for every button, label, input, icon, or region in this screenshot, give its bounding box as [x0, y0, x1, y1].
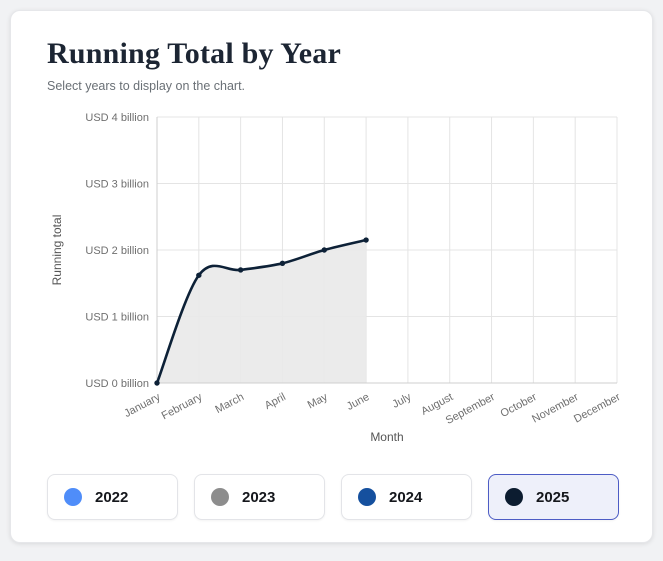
running-total-chart: USD 0 billion USD 1 billion USD 2 billion U… [50, 112, 623, 444]
year-toggle-2022[interactable]: 2022 [47, 474, 178, 520]
page-title: Running Total by Year [47, 37, 342, 70]
svg-text:December: December [572, 391, 623, 426]
svg-text:November: November [530, 391, 581, 426]
svg-text:Running total: Running total [50, 215, 64, 286]
svg-text:USD 3 billion: USD 3 billion [85, 179, 149, 191]
year-color-dot-2023 [211, 488, 229, 506]
svg-text:June: June [345, 391, 372, 413]
year-label: 2025 [536, 488, 570, 506]
svg-text:USD 1 billion: USD 1 billion [85, 312, 149, 324]
chart-area: USD 0 billion USD 1 billion USD 2 billion U… [47, 105, 634, 462]
year-color-dot-2022 [64, 488, 82, 506]
year-toggle-2024[interactable]: 2024 [341, 474, 472, 520]
svg-text:February: February [160, 391, 205, 422]
year-legend: 2022 2023 2024 2025 [47, 474, 634, 520]
svg-text:July: July [390, 391, 413, 411]
svg-text:USD 0 billion: USD 0 billion [85, 378, 149, 390]
svg-text:March: March [213, 391, 246, 416]
svg-text:USD 4 billion: USD 4 billion [85, 112, 149, 124]
svg-text:Month: Month [370, 430, 403, 444]
svg-text:April: April [263, 391, 288, 412]
year-label: 2022 [95, 488, 129, 506]
year-label: 2023 [242, 488, 276, 506]
svg-text:January: January [122, 391, 163, 420]
page-subtitle: Select years to display on the chart. [47, 79, 246, 93]
year-color-dot-2024 [358, 488, 376, 506]
year-label: 2024 [389, 488, 423, 506]
year-color-dot-2025 [505, 488, 523, 506]
running-total-card: Running Total by Year Select years to di… [10, 10, 653, 543]
year-toggle-2023[interactable]: 2023 [194, 474, 325, 520]
svg-text:May: May [306, 391, 330, 412]
svg-text:USD 2 billion: USD 2 billion [85, 245, 149, 257]
year-toggle-2025[interactable]: 2025 [488, 474, 619, 520]
